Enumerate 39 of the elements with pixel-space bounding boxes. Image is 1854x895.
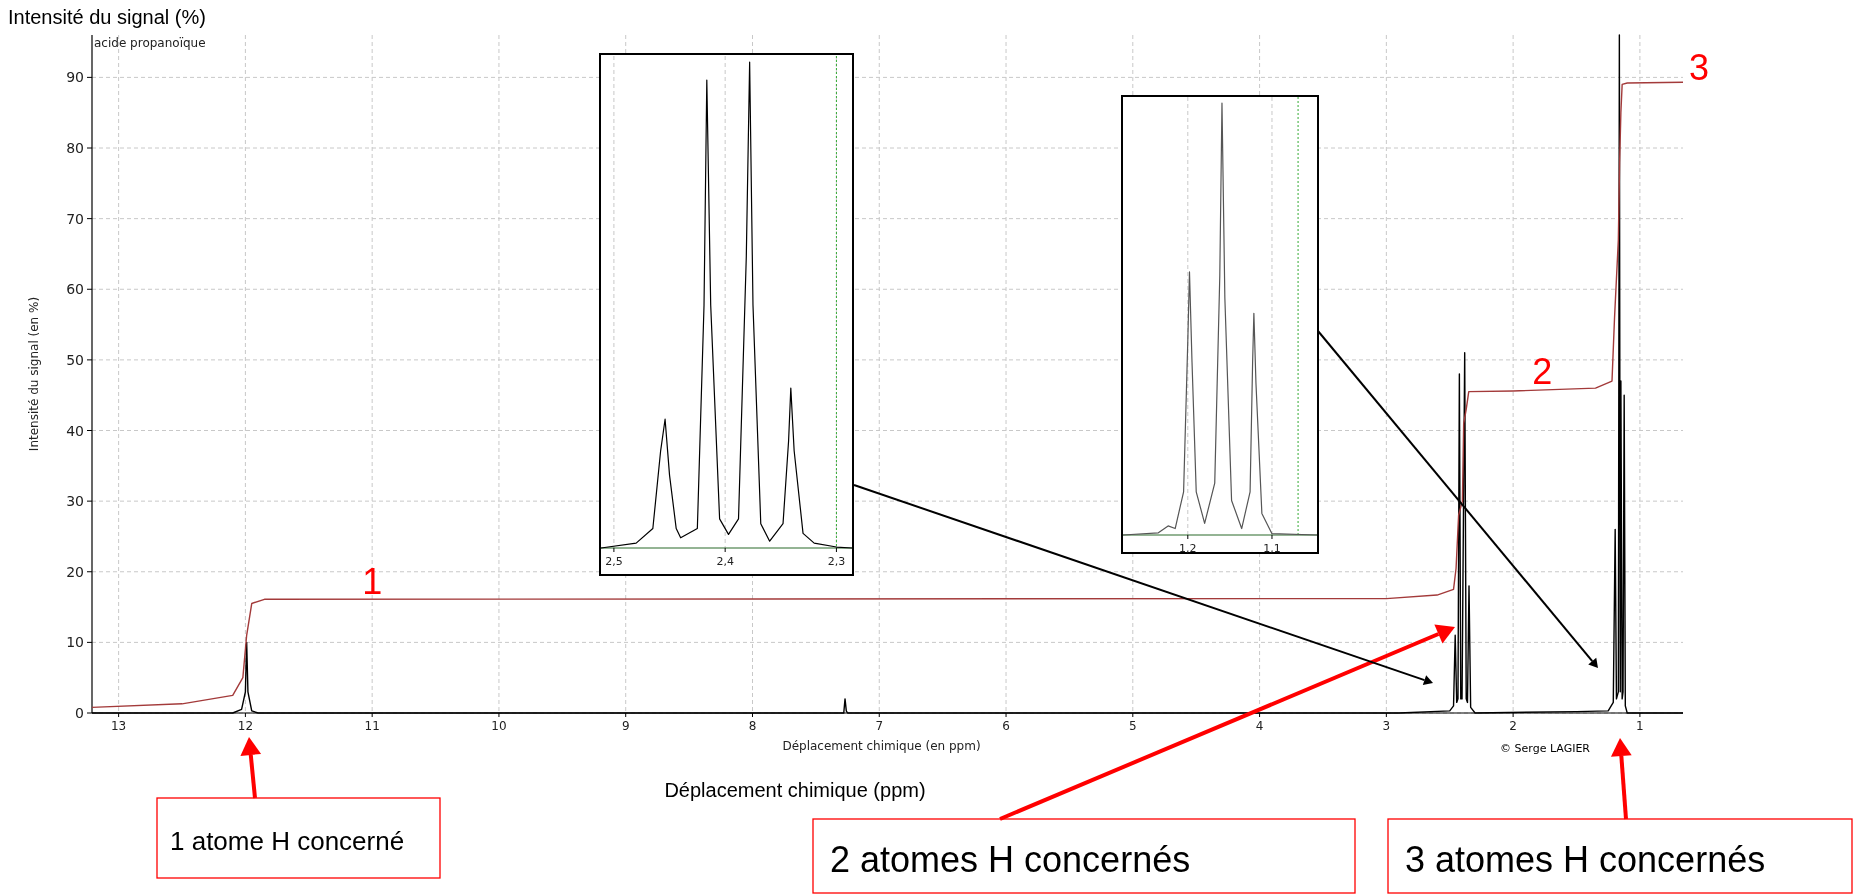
annotation: 2 xyxy=(1532,351,1553,393)
x-tick-label: 3 xyxy=(1382,719,1391,733)
y-tick-label: 0 xyxy=(75,705,84,721)
x-tick-label: 9 xyxy=(621,719,630,733)
x-tick-label: 5 xyxy=(1128,719,1137,733)
chart-title: acide propanoïque xyxy=(94,36,206,50)
x-tick-label: 4 xyxy=(1255,719,1264,733)
text: © Serge LAGIER xyxy=(1500,742,1591,755)
y-tick-label: 40 xyxy=(66,422,84,439)
y-tick-label: 80 xyxy=(66,140,84,156)
x-tick-label: 1 xyxy=(1636,719,1644,733)
text: Intensité du signal (%) xyxy=(8,6,206,28)
x-tick-label: 8 xyxy=(748,719,757,733)
x-tick-label: 1,2 xyxy=(1179,542,1197,555)
x-tick-label: 6 xyxy=(1002,719,1010,733)
text: 2 atomes H concernés xyxy=(830,839,1191,880)
x-tick-label: 2 xyxy=(1509,719,1517,733)
x-tick-label: 10 xyxy=(491,719,507,733)
y-axis-title: Intensité du signal (en %) xyxy=(27,296,41,452)
x-tick-label: 11 xyxy=(364,719,380,733)
x-axis-title: Déplacement chimique (en ppm) xyxy=(782,739,981,753)
y-tick-label: 50 xyxy=(66,351,84,368)
y-tick-label: 90 xyxy=(66,69,84,86)
y-tick-label: 10 xyxy=(66,634,84,651)
text: Déplacement chimique (ppm) xyxy=(664,779,926,801)
y-tick-label: 70 xyxy=(66,210,84,227)
x-tick-label: 13 xyxy=(110,719,127,733)
x-tick-label: 12 xyxy=(237,719,254,733)
y-tick-label: 30 xyxy=(66,493,84,510)
y-tick-label: 60 xyxy=(66,281,84,298)
x-tick-label: 2,3 xyxy=(827,555,846,568)
text: 1 atome H concerné xyxy=(170,826,405,856)
y-tick-label: 20 xyxy=(66,563,84,580)
x-tick-label: 7 xyxy=(875,719,884,733)
x-tick-label: 2,5 xyxy=(605,555,623,568)
x-tick-label: 1,1 xyxy=(1263,542,1281,555)
annotation: 3 xyxy=(1689,47,1710,89)
text: 3 atomes H concernés xyxy=(1405,839,1766,880)
x-tick-label: 2,4 xyxy=(716,555,734,568)
